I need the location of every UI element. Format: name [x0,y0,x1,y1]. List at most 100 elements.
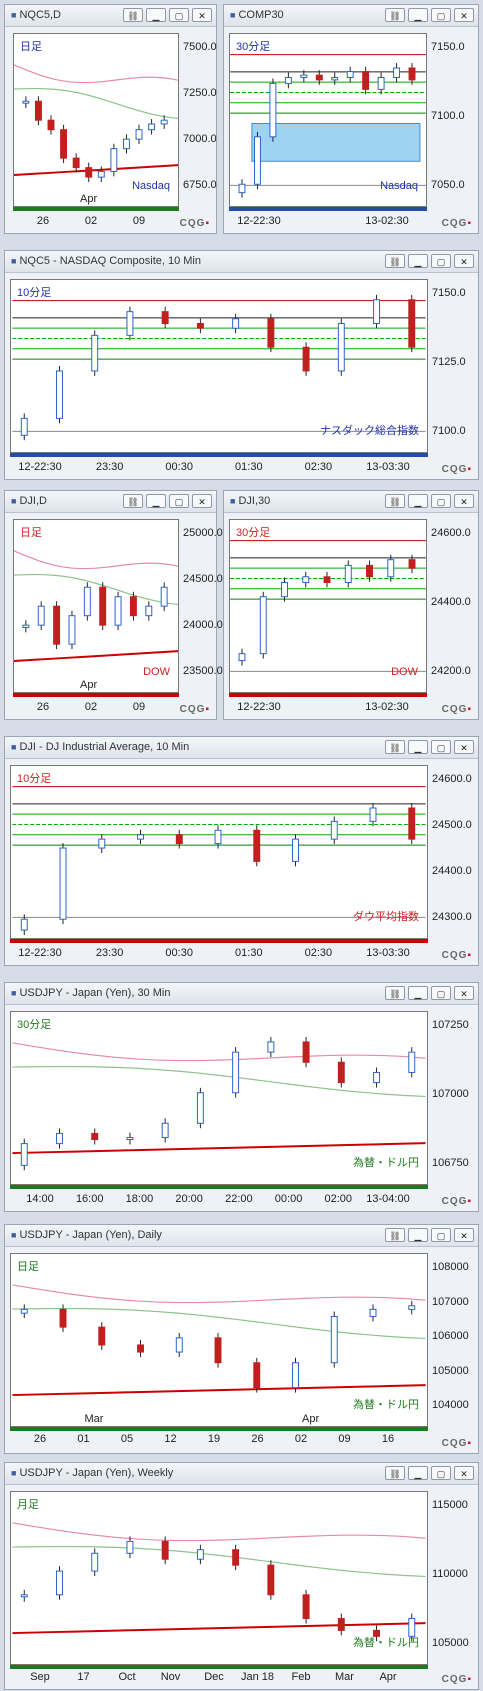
maximize-button[interactable]: ▢ [431,986,451,1000]
chart-window-w7: USDJPY - Japan (Yen), 30 Min ⛓ ▁ ▢ ✕ 30分足為替・ド… [4,982,479,1212]
moving-average-line [12,1042,426,1062]
moving-average-line [12,1522,426,1542]
maximize-button[interactable]: ▢ [431,8,451,22]
close-button[interactable]: ✕ [454,494,474,508]
link-button[interactable]: ⛓ [385,494,405,508]
minimize-button[interactable]: ▁ [146,8,166,22]
x-tick-label: Dec [204,1671,224,1683]
maximize-button[interactable]: ▢ [431,1228,451,1242]
x-tick-label: 26 [33,1433,47,1445]
candle-body [37,605,45,626]
max-icon: ▢ [436,1469,446,1479]
link-button[interactable]: ⛓ [385,1228,405,1242]
maximize-button[interactable]: ▢ [431,494,451,508]
candle-body [56,1132,63,1145]
x-axis: 12-22:30 13-02:30 [229,215,427,229]
link-icon: ⛓ [389,257,401,267]
close-button[interactable]: ✕ [454,1466,474,1480]
close-button[interactable]: ✕ [454,254,474,268]
chart-window-w5: DJI,30 ⛓ ▁ ▢ ✕ 30分足 DOW 24600.0 24400.0 24200.0 12… [223,490,479,720]
y-tick-label: 107250 [432,1019,469,1031]
candle-body [373,1071,380,1084]
x-tick-label: 02 [84,701,98,713]
minimize-button[interactable]: ▁ [408,1466,428,1480]
candle-body [56,1570,63,1596]
y-tick-label: 104000 [432,1399,469,1411]
minimize-button[interactable]: ▁ [408,254,428,268]
candle-body [59,1308,67,1328]
x-tick-label: 26 [251,1433,264,1445]
y-axis: 107250 107000 106750 [428,1011,480,1185]
candle-body [346,71,354,78]
candle-body [302,576,310,583]
link-button[interactable]: ⛓ [385,8,405,22]
candle-body [281,581,288,598]
chart-svg [12,786,426,935]
minimize-button[interactable]: ▁ [408,986,428,1000]
x-tick-label: 00:30 [165,461,193,473]
candle-body [373,299,380,324]
link-button[interactable]: ⛓ [123,8,143,22]
y-axis: 115000 110000 105000 [428,1491,480,1665]
link-button[interactable]: ⛓ [385,254,405,268]
brand-mark-icon: ▪ [467,1674,472,1685]
link-button[interactable]: ⛓ [385,986,405,1000]
close-button[interactable]: ✕ [192,494,212,508]
minimize-button[interactable]: ▁ [408,8,428,22]
link-button[interactable]: ⛓ [385,740,405,754]
y-tick-label: 24300.0 [432,911,472,923]
x-tick-label: 23:30 [95,947,124,959]
timeframe-label: 日足 [20,41,42,53]
minimize-button[interactable]: ▁ [408,494,428,508]
close-icon: ✕ [460,989,468,999]
candle-body [137,834,144,840]
candle-body [366,564,373,578]
title-bar: NQC5,D ⛓ ▁ ▢ ✕ [5,5,216,27]
brand-text: CQG [441,1674,468,1685]
close-button[interactable]: ✕ [454,740,474,754]
minimize-button[interactable]: ▁ [408,740,428,754]
close-icon: ✕ [198,11,206,21]
window-title: NQC5 - NASDAQ Composite, 10 Min [11,255,201,267]
x-sub-label: Mar [84,1413,104,1425]
plot-area: 月足 為替・ドル円 [10,1491,428,1665]
close-icon: ✕ [460,743,468,753]
title-bar: NQC5 - NASDAQ Composite, 10 Min ⛓ ▁ ▢ ✕ [5,251,478,273]
y-tick-label: 6750.0 [183,179,217,191]
maximize-button[interactable]: ▢ [169,8,189,22]
maximize-button[interactable]: ▢ [431,1466,451,1480]
close-icon: ✕ [460,497,468,507]
instrument-tag: 為替・ドル円 [353,1157,419,1169]
timeframe-bar [10,1665,428,1669]
timeframe-label: 日足 [20,527,42,539]
maximize-button[interactable]: ▢ [431,740,451,754]
maximize-button[interactable]: ▢ [431,254,451,268]
candle-body [161,311,169,324]
minimize-button[interactable]: ▁ [146,494,166,508]
candle-body [145,605,153,617]
close-button[interactable]: ✕ [192,8,212,22]
candle-body [232,1051,240,1094]
maximize-button[interactable]: ▢ [169,494,189,508]
x-tick-label: 09 [132,215,146,227]
x-tick-label: 13-03:30 [366,461,410,473]
link-button[interactable]: ⛓ [385,1466,405,1480]
y-tick-label: 23500.0 [183,665,223,677]
y-tick-label: 24400.0 [431,596,471,608]
candle-body [110,148,118,172]
window-controls: ⛓ ▁ ▢ ✕ [385,1228,474,1242]
minimize-button[interactable]: ▁ [408,1228,428,1242]
link-button[interactable]: ⛓ [123,494,143,508]
candle-body [238,653,246,662]
close-button[interactable]: ✕ [454,1228,474,1242]
close-icon: ✕ [460,257,468,267]
chart-svg [230,540,426,672]
candle-body [20,417,28,436]
timeframe-label: 月足 [17,1499,39,1511]
candle-body [135,129,143,140]
x-tick-label: 12-22:30 [237,701,281,713]
close-button[interactable]: ✕ [454,986,474,1000]
window-controls: ⛓ ▁ ▢ ✕ [123,8,212,22]
brand-text: CQG [179,218,206,229]
close-button[interactable]: ✕ [454,8,474,22]
